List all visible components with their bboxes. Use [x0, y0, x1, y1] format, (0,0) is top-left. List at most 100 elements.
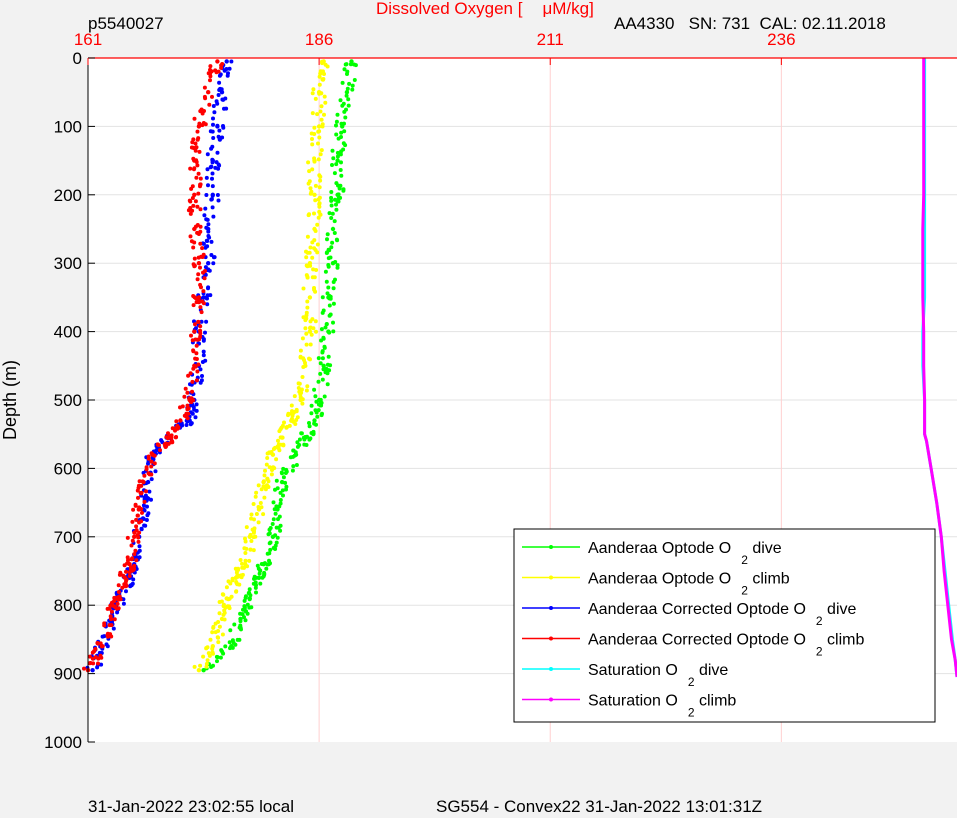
scatter-dot	[217, 624, 222, 629]
legend-box	[513, 528, 936, 723]
scatter-dot	[134, 558, 139, 563]
scatter-dot	[211, 651, 215, 656]
scatter-dot	[335, 112, 340, 117]
scatter-dot	[211, 261, 216, 266]
scatter-dot	[112, 599, 116, 604]
scatter-dot	[196, 191, 201, 196]
scatter-dot	[255, 563, 260, 568]
scatter-dot	[323, 325, 328, 330]
scatter-dot	[195, 137, 200, 142]
scatter-dot	[327, 368, 332, 373]
scatter-dot	[289, 403, 294, 408]
scatter-dot	[191, 245, 196, 250]
scatter-dot	[209, 253, 214, 257]
scatter-dot	[184, 423, 189, 427]
scatter-dot	[145, 513, 150, 518]
scatter-dot	[303, 326, 308, 331]
scatter-dot	[201, 241, 206, 246]
scatter-dot	[262, 495, 267, 500]
scatter-dot	[194, 296, 198, 301]
scatter-dot	[258, 581, 263, 586]
scatter-dot	[204, 319, 209, 324]
scatter-dot	[329, 216, 334, 220]
scatter-dot	[320, 356, 325, 361]
data-point	[169, 435, 174, 440]
scatter-dot	[312, 421, 317, 426]
scatter-dot	[276, 438, 280, 443]
scatter-dot	[137, 530, 142, 535]
legend-label: Saturation O2 climb	[588, 693, 736, 720]
scatter-dot	[215, 101, 220, 106]
scatter-dot	[332, 231, 337, 235]
scatter-dot	[201, 289, 206, 294]
legend-swatch-marker	[549, 575, 553, 580]
scatter-dot	[200, 360, 205, 364]
scatter-dot	[193, 148, 198, 153]
data-point	[270, 534, 276, 539]
scatter-dot	[206, 229, 211, 234]
scatter-dot	[342, 109, 347, 114]
scatter-dot	[131, 567, 136, 572]
scatter-dot	[295, 415, 300, 420]
scatter-dot	[323, 62, 328, 67]
scatter-dot	[249, 539, 254, 543]
scatter-dot	[233, 566, 238, 571]
scatter-dot	[248, 547, 253, 552]
scatter-dot	[342, 67, 347, 72]
scatter-dot	[231, 640, 236, 645]
scatter-dot	[270, 522, 275, 526]
scatter-dot	[294, 463, 299, 467]
scatter-dot	[331, 329, 336, 334]
scatter-dot	[212, 110, 217, 115]
data-point	[298, 397, 303, 403]
scatter-dot	[242, 615, 246, 620]
scatter-dot	[186, 373, 191, 378]
scatter-dot	[271, 517, 276, 522]
scatter-dot	[284, 487, 288, 492]
y-tick-label: 900	[54, 665, 82, 684]
scatter-dot	[221, 125, 226, 130]
scatter-dot	[350, 87, 355, 92]
data-point	[90, 668, 95, 673]
scatter-dot	[185, 390, 190, 395]
scatter-dot	[271, 500, 276, 505]
scatter-dot	[315, 242, 320, 247]
scatter-dot	[227, 640, 232, 645]
y-tick-label: 1000	[44, 733, 82, 752]
scatter-dot	[114, 606, 119, 611]
scatter-dot	[202, 213, 207, 218]
scatter-dot	[133, 502, 138, 507]
scatter-dot	[344, 93, 349, 98]
scatter-dot	[334, 162, 339, 167]
scatter-dot	[291, 448, 296, 453]
scatter-dot	[310, 255, 315, 260]
scatter-dot	[305, 264, 310, 269]
scatter-dot	[242, 598, 247, 603]
scatter-dot	[210, 94, 214, 99]
scatter-dot	[322, 94, 327, 99]
scatter-dot	[200, 255, 205, 259]
scatter-dot	[268, 526, 273, 530]
scatter-dot	[320, 310, 325, 315]
scatter-dot	[203, 330, 207, 335]
scatter-dot	[317, 135, 322, 140]
scatter-dot	[158, 448, 162, 453]
y-tick-label: 800	[54, 596, 82, 615]
scatter-dot	[278, 523, 283, 528]
scatter-dot	[211, 116, 215, 121]
scatter-dot	[267, 551, 272, 556]
scatter-dot	[282, 420, 286, 425]
data-point	[312, 418, 317, 423]
scatter-dot	[240, 612, 245, 617]
scatter-dot	[251, 535, 256, 540]
legend: Aanderaa Optode O2 dive Aanderaa Optode O…	[513, 528, 936, 723]
scatter-dot	[195, 204, 200, 209]
scatter-dot	[292, 453, 297, 458]
scatter-dot	[307, 250, 312, 255]
scatter-dot	[205, 296, 209, 301]
scatter-dot	[334, 119, 339, 124]
data-point	[316, 124, 322, 129]
scatter-dot	[338, 98, 343, 103]
data-point	[206, 261, 211, 266]
data-point	[196, 261, 202, 266]
